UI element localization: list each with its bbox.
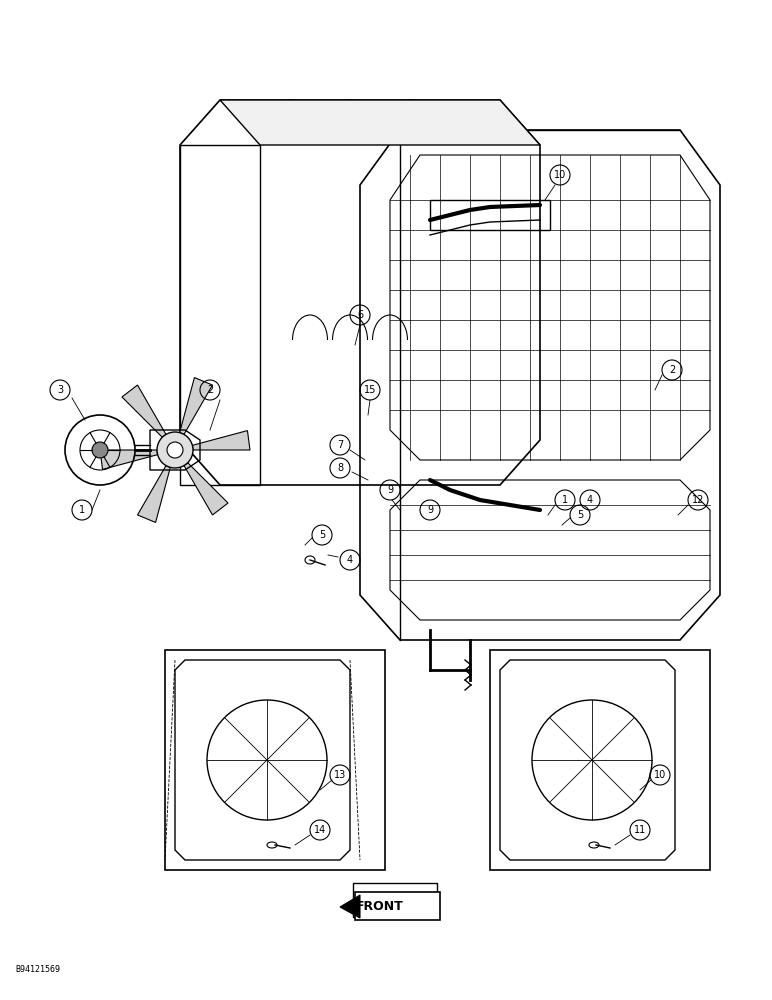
Text: 8: 8: [337, 463, 343, 473]
Polygon shape: [122, 385, 166, 437]
Polygon shape: [180, 378, 212, 434]
Text: 7: 7: [337, 440, 343, 450]
Circle shape: [157, 432, 193, 468]
Text: 10: 10: [654, 770, 666, 780]
Polygon shape: [220, 100, 540, 145]
Circle shape: [92, 442, 108, 458]
Polygon shape: [340, 895, 360, 918]
Text: 9: 9: [427, 505, 433, 515]
Bar: [355, 892, 440, 920]
Text: 12: 12: [692, 495, 704, 505]
Text: 13: 13: [334, 770, 346, 780]
Text: 2: 2: [207, 385, 213, 395]
Text: 11: 11: [634, 825, 646, 835]
Text: 1: 1: [79, 505, 85, 515]
Bar: [490, 650, 710, 870]
Text: 6: 6: [357, 310, 363, 320]
Polygon shape: [192, 431, 250, 450]
Text: 14: 14: [314, 825, 326, 835]
Polygon shape: [137, 466, 171, 522]
Text: 5: 5: [319, 530, 325, 540]
Polygon shape: [100, 450, 157, 469]
Polygon shape: [184, 463, 228, 515]
Text: 4: 4: [347, 555, 353, 565]
Text: 1: 1: [562, 495, 568, 505]
Text: 15: 15: [364, 385, 376, 395]
Text: 5: 5: [577, 510, 583, 520]
FancyBboxPatch shape: [353, 883, 437, 917]
Text: 9: 9: [387, 485, 393, 495]
Bar: [165, 650, 385, 870]
Circle shape: [167, 442, 183, 458]
Text: FRONT: FRONT: [356, 900, 404, 914]
Text: 3: 3: [57, 385, 63, 395]
Text: 10: 10: [554, 170, 566, 180]
Text: 4: 4: [587, 495, 593, 505]
Text: 2: 2: [669, 365, 676, 375]
Text: B94121569: B94121569: [15, 966, 60, 974]
